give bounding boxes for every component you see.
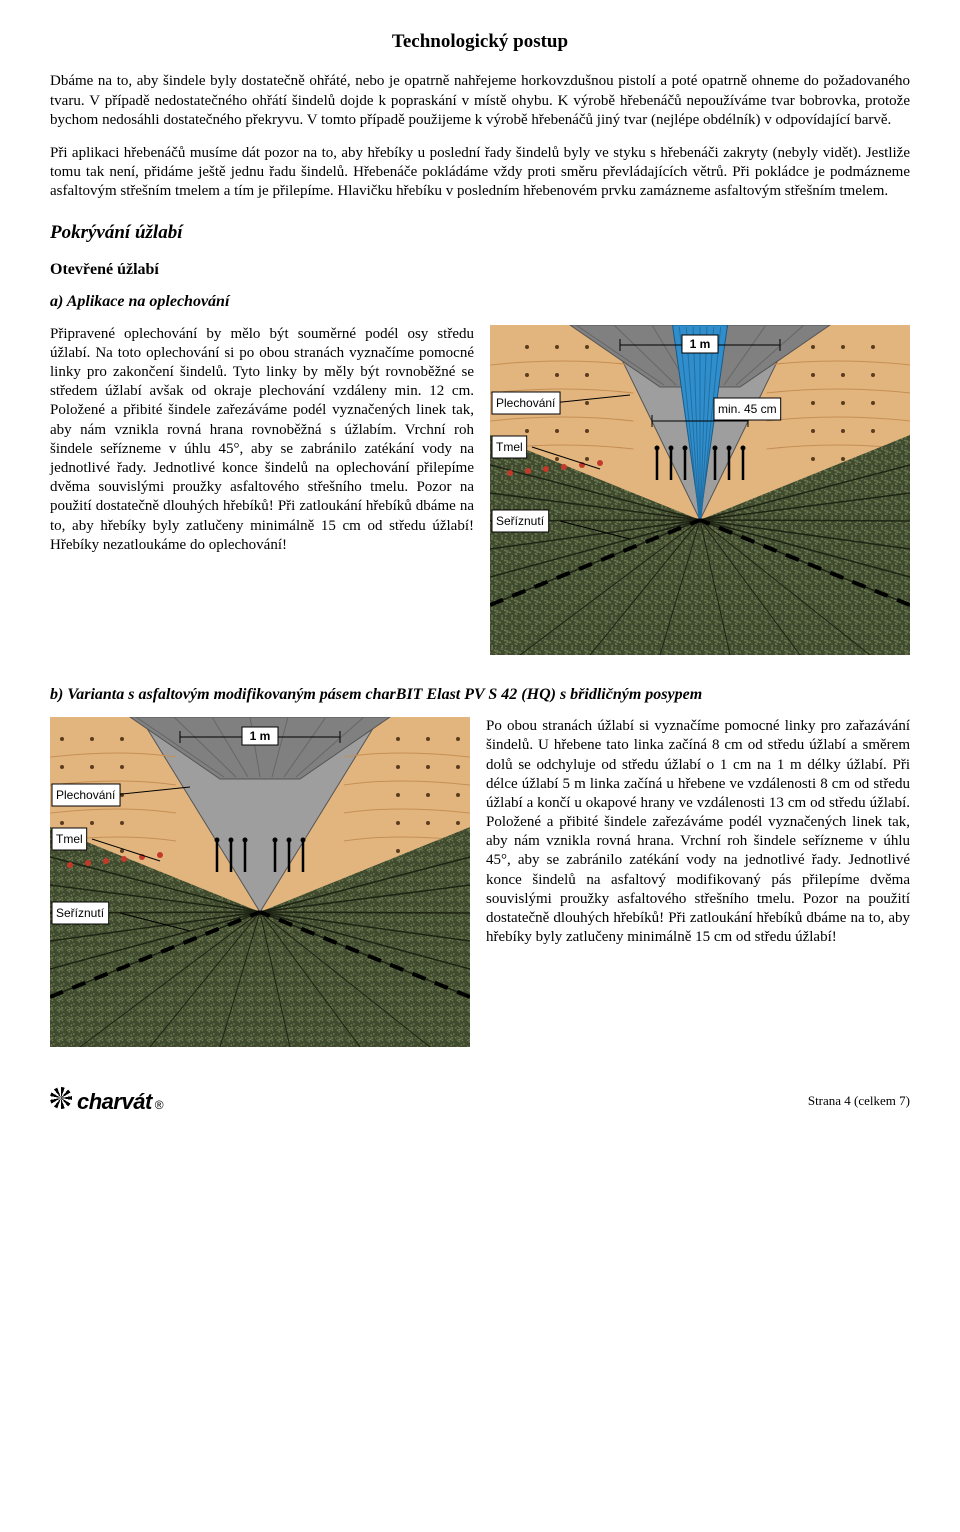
svg-text:Seříznutí: Seříznutí	[56, 906, 105, 920]
paragraph-2: Při aplikaci hřebenáčů musíme dát pozor …	[50, 144, 910, 202]
logo-text: charvát	[77, 1088, 152, 1116]
svg-text:Tmel: Tmel	[56, 832, 83, 846]
paragraph-a: Připravené oplechování by mělo být soumě…	[50, 325, 474, 555]
svg-text:Tmel: Tmel	[496, 440, 523, 454]
subsection-heading-otevrene: Otevřené úžlabí	[50, 260, 910, 280]
variant-heading-b: b) Varianta s asfaltovým modifikovaným p…	[50, 685, 910, 705]
svg-text:min. 45 cm: min. 45 cm	[718, 402, 777, 416]
logo-registered-icon: ®	[155, 1098, 164, 1113]
logo-swirl-icon	[50, 1087, 72, 1109]
svg-text:Plechování: Plechování	[56, 788, 116, 802]
page-number: Strana 4 (celkem 7)	[808, 1093, 910, 1110]
paragraph-1: Dbáme na to, aby šindele byly dostatečně…	[50, 72, 910, 130]
diagram-variant-a: 1 m min. 45 cm Plechování Tmel Seříznutí	[490, 325, 910, 655]
svg-text:1 m: 1 m	[250, 729, 271, 743]
paragraph-b: Po obou stranách úžlabí si vyznačíme pom…	[486, 717, 910, 947]
svg-text:1 m: 1 m	[690, 337, 711, 351]
svg-text:Seříznutí: Seříznutí	[496, 514, 545, 528]
page-title: Technologický postup	[50, 30, 910, 54]
section-heading-pokryvani: Pokrývání úžlabí	[50, 221, 910, 245]
logo: charvát ®	[50, 1087, 164, 1116]
diagram-variant-b: 1 m Plechování Tmel Seříznutí	[50, 717, 470, 1047]
svg-text:Plechování: Plechování	[496, 396, 556, 410]
variant-heading-a: a) Aplikace na oplechování	[50, 292, 910, 312]
